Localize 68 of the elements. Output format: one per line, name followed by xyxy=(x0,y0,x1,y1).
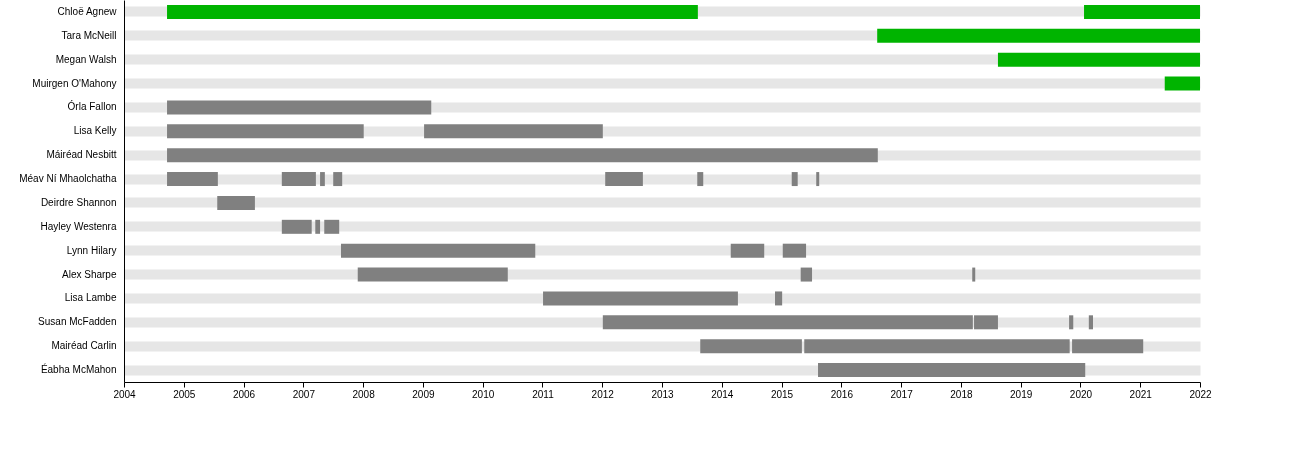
x-tick-label: 2004 xyxy=(113,388,137,400)
bar xyxy=(730,243,765,258)
x-tick-label: 2013 xyxy=(651,388,675,400)
bar xyxy=(333,172,343,187)
x-tick-label: 2009 xyxy=(412,388,435,400)
bar xyxy=(281,172,316,187)
bar xyxy=(818,363,1086,378)
y-tick-label: Órla Fallon xyxy=(67,100,117,113)
bar xyxy=(357,267,508,282)
y-tick-label: Éabha McMahon xyxy=(40,363,117,376)
y-tick-label: Hayley Westenra xyxy=(40,220,117,232)
y-tick-label: Susan McFadden xyxy=(38,316,117,328)
x-tick-label: 2017 xyxy=(890,388,914,400)
bar xyxy=(324,219,340,234)
bar xyxy=(281,219,312,234)
x-tick-label: 2014 xyxy=(711,388,734,400)
bar xyxy=(972,267,976,282)
bar xyxy=(1084,4,1200,19)
y-tick-label: Mairéad Carlin xyxy=(51,340,117,352)
bar xyxy=(543,291,738,306)
x-tick-label: 2021 xyxy=(1129,388,1153,400)
y-tick-label: Lisa Kelly xyxy=(73,125,117,137)
x-tick-label: 2007 xyxy=(292,388,316,400)
y-tick-label: Méav Ní Mhaolchatha xyxy=(19,173,117,185)
bar xyxy=(816,172,820,187)
x-tick-label: 2010 xyxy=(472,388,495,400)
bar xyxy=(774,291,783,306)
y-tick-label: Tara McNeill xyxy=(61,29,117,41)
x-tick-label: 2018 xyxy=(950,388,973,400)
bar xyxy=(804,339,1070,354)
bar xyxy=(697,172,704,187)
bar xyxy=(315,219,321,234)
y-tick-label: Lisa Lambe xyxy=(64,292,117,304)
bar xyxy=(800,267,813,282)
bar xyxy=(167,172,218,187)
bar xyxy=(167,124,364,139)
bar xyxy=(605,172,643,187)
bar xyxy=(791,172,798,187)
y-tick-label: Lynn Hilary xyxy=(66,244,117,256)
y-tick-label: Megan Walsh xyxy=(55,53,117,65)
bar xyxy=(320,172,325,187)
x-tick-label: 2011 xyxy=(532,388,555,400)
bar xyxy=(340,243,536,258)
x-tick-label: 2015 xyxy=(770,388,794,400)
y-tick-label: Alex Sharpe xyxy=(62,268,117,280)
bar xyxy=(167,100,432,115)
x-tick-label: 2022 xyxy=(1189,388,1213,400)
y-tick-label: Chloë Agnew xyxy=(57,5,118,17)
y-tick-label: Deirdre Shannon xyxy=(40,196,117,208)
bar xyxy=(877,28,1200,43)
bar xyxy=(1164,76,1200,91)
bar xyxy=(997,52,1200,67)
x-tick-label: 2016 xyxy=(830,388,854,400)
x-tick-label: 2006 xyxy=(232,388,256,400)
bar xyxy=(217,195,255,210)
bar xyxy=(782,243,807,258)
bar xyxy=(424,124,603,139)
bar xyxy=(1088,315,1093,330)
bar xyxy=(1072,339,1144,354)
x-tick-label: 2005 xyxy=(173,388,196,400)
x-tick-label: 2008 xyxy=(352,388,376,400)
y-tick-label: Máiréad Nesbitt xyxy=(46,149,117,161)
bar xyxy=(1069,315,1074,330)
bar xyxy=(700,339,802,354)
y-tick-label: Muirgen O'Mahony xyxy=(32,77,117,89)
x-tick-label: 2019 xyxy=(1010,388,1033,400)
x-tick-label: 2020 xyxy=(1069,388,1093,400)
x-tick-label: 2012 xyxy=(591,388,615,400)
